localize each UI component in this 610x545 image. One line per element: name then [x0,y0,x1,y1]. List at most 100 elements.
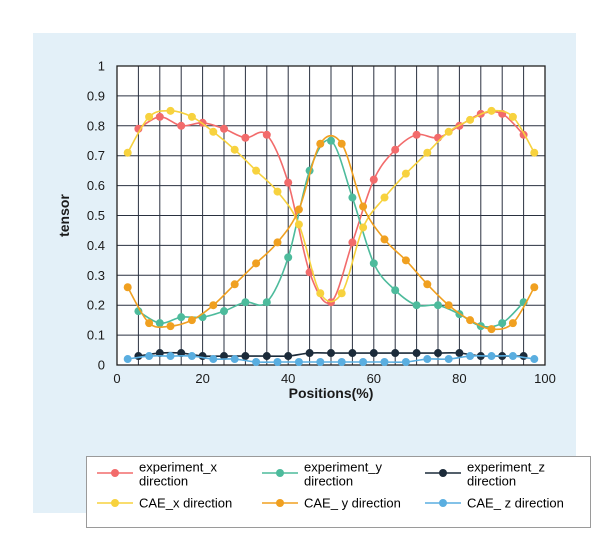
data-point [145,319,154,328]
data-point [209,301,218,310]
data-point [166,106,175,115]
data-point [359,202,368,211]
data-point [412,301,421,310]
y-axis-label: tensor [56,194,72,237]
x-tick-label: 60 [367,371,381,386]
data-point [220,352,228,361]
legend-label: experiment_z direction [467,460,545,489]
y-tick-label: 0.3 [87,268,105,283]
data-point [337,289,346,298]
line-chart: 0 0.1 0.2 0.3 0.4 0.5 0.6 0.7 0.8 0.9 1 0 20 40 60 80 1… [56,59,556,402]
data-point [466,115,475,124]
data-point [273,238,282,247]
data-point [327,349,335,358]
data-point [348,193,357,202]
y-tick-label: 0.5 [87,208,105,223]
legend-item: experiment_z direction [425,460,545,489]
legend-swatch-marker [111,469,119,477]
y-tick-label: 0.7 [87,148,105,163]
chart-panel: 0 0.1 0.2 0.3 0.4 0.5 0.6 0.7 0.8 0.9 1 0 20 40 60 80 1… [33,33,591,528]
data-point [337,139,346,148]
data-point [241,133,250,142]
series-4 [123,106,539,303]
data-point [123,355,132,364]
data-point [209,127,218,136]
y-tick-label: 0.4 [87,238,105,253]
legend-swatch-marker [439,499,447,507]
data-point [273,358,282,367]
data-point [262,298,271,307]
data-point [209,355,218,364]
data-point [187,112,196,121]
legend-item: CAE_ z direction [425,496,564,511]
data-point [508,112,517,121]
data-point [337,358,346,367]
plot-frame [116,65,546,366]
data-point [348,349,357,358]
legend-label: experiment_y direction [304,460,383,489]
data-point [487,352,496,361]
data-point [359,223,368,232]
data-point [177,121,186,130]
legend-items: experiment_x direction experiment_y directi… [97,460,564,511]
data-point [434,349,442,358]
data-point [123,148,132,157]
data-point [187,316,196,325]
data-point [444,301,453,310]
data-point [273,187,282,196]
data-point [145,352,154,361]
data-point [412,349,421,358]
y-tick-label: 0 [98,358,105,373]
data-point [401,256,410,265]
y-tick-label: 0.6 [87,178,105,193]
legend-swatch-marker [111,499,119,507]
data-point [262,352,271,361]
data-point [369,259,378,268]
data-point [155,112,164,121]
data-point [498,319,507,328]
x-tick-label: 20 [195,371,209,386]
data-point [294,220,303,229]
data-point [380,193,389,202]
legend-swatch-marker [439,469,447,477]
data-point [187,352,196,361]
data-point [284,352,293,361]
data-point [134,352,143,361]
data-point [359,358,368,367]
legend-label: CAE_x direction [139,496,232,511]
data-point [155,319,164,328]
data-point [369,349,378,358]
data-point [434,301,442,310]
data-point [177,313,186,322]
legend-swatch-marker [276,499,284,507]
data-point [508,352,517,361]
legend-item: experiment_y direction [262,460,383,489]
data-point [455,349,464,358]
data-point [305,349,314,358]
data-point [145,112,154,121]
data-point [380,235,389,244]
data-point [166,352,175,361]
data-point [530,283,539,292]
y-tick-label: 0.8 [87,118,105,133]
data-point [327,136,335,145]
series-6 [123,352,539,367]
x-axis-ticks: 0 20 40 60 80 100 [113,371,555,386]
data-point [466,316,475,325]
legend-label: CAE_ y direction [304,496,401,511]
series-3 [134,349,528,361]
data-point [230,280,239,289]
data-point [391,145,400,154]
legend-label: experiment_x direction [139,460,218,489]
data-point [369,175,378,184]
data-point [316,289,325,298]
data-point [423,355,432,364]
y-tick-label: 0.1 [87,328,105,343]
data-point [316,358,325,367]
y-tick-label: 0.9 [87,88,105,103]
data-point [241,298,250,307]
data-point [230,355,239,364]
data-point [530,355,539,364]
x-tick-label: 80 [452,371,466,386]
data-point [508,319,517,328]
